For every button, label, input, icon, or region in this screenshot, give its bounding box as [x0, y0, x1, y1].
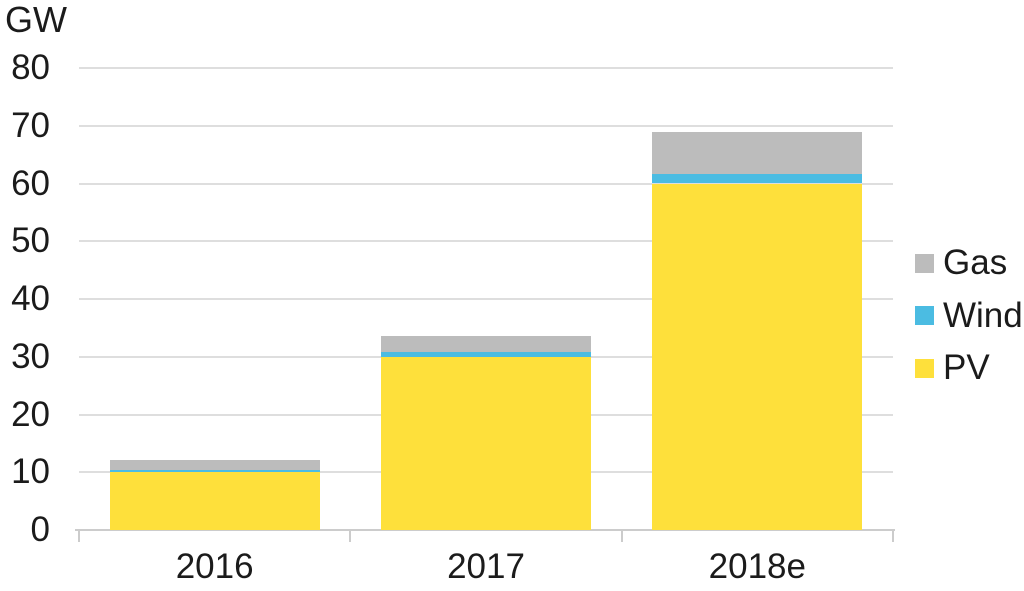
- legend-item-wind: Wind: [915, 290, 1023, 342]
- bar-segment-wind-2017: [381, 352, 591, 357]
- x-axis-tick-label: 2017: [447, 547, 525, 586]
- legend-label: PV: [943, 348, 990, 387]
- x-axis-tick: [78, 529, 80, 542]
- legend-item-gas: Gas: [915, 237, 1007, 289]
- gridline-60: [79, 182, 893, 185]
- y-axis-tick-label: 0: [30, 510, 50, 549]
- y-axis-tick-label: 60: [11, 163, 50, 203]
- bar-segment-wind-2018e: [652, 174, 863, 184]
- gridline-50: [79, 240, 893, 243]
- legend-label: Gas: [943, 243, 1008, 282]
- legend-swatch-gas: [915, 253, 934, 273]
- bar-segment-gas-2018e: [652, 132, 863, 175]
- gridline-70: [79, 124, 893, 127]
- y-axis-tick-label: 40: [11, 279, 50, 318]
- x-axis-tick: [349, 529, 352, 542]
- y-axis-tick-label: 80: [11, 48, 50, 87]
- bar-segment-gas-2017: [381, 335, 591, 353]
- y-axis-tick-label: 70: [11, 105, 50, 145]
- y-axis-tick-label: 10: [11, 452, 50, 492]
- bar-segment-wind-2016: [109, 469, 320, 473]
- y-axis-tick-label: 50: [11, 221, 50, 261]
- y-axis-tick-label: 30: [11, 336, 50, 376]
- legend-label: Wind: [943, 295, 1023, 335]
- y-axis-tick-label: 20: [11, 394, 50, 434]
- gridline-80: [79, 67, 893, 69]
- legend-swatch-wind: [915, 306, 934, 325]
- x-axis-tick: [620, 529, 623, 542]
- bar-segment-gas-2016: [109, 459, 320, 470]
- gridline-40: [79, 298, 893, 300]
- x-axis-tick-label: 2018e: [708, 547, 806, 586]
- bar-segment-pv-2018e: [652, 183, 863, 530]
- y-axis-unit-label: GW: [5, 0, 67, 40]
- legend-item-pv: PV: [915, 342, 990, 394]
- x-axis-tick: [892, 529, 894, 542]
- x-axis-tick-label: 2016: [175, 547, 254, 586]
- bar-segment-pv-2016: [109, 472, 320, 530]
- legend-swatch-pv: [915, 358, 934, 378]
- bar-segment-pv-2017: [381, 356, 591, 530]
- x-axis-line: [75, 529, 895, 531]
